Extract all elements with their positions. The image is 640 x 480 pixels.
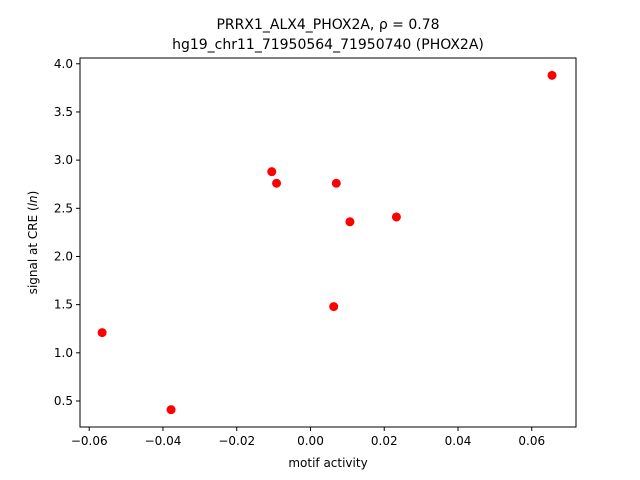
data-point — [329, 302, 339, 312]
x-axis-label: motif activity — [288, 456, 367, 470]
data-point — [166, 405, 176, 415]
y-axis-label: signal at CRE (ln) — [26, 191, 40, 295]
y-axis-label-prefix: signal at CRE ( — [26, 206, 40, 294]
data-point — [345, 217, 355, 227]
y-tick-label: 2.0 — [54, 249, 73, 263]
data-point — [267, 167, 277, 177]
data-point — [391, 212, 401, 222]
y-tick-label: 1.5 — [54, 298, 73, 312]
x-tick-label: −0.06 — [71, 434, 108, 448]
y-axis-label-suffix: ) — [26, 191, 40, 196]
y-axis-ticks: 0.5 1.0 1.5 2.0 2.5 3.0 3.5 4.0 — [54, 57, 80, 408]
y-tick-label: 1.0 — [54, 346, 73, 360]
data-point — [331, 178, 341, 188]
x-axis-ticks: −0.06 −0.04 −0.02 0.00 0.02 0.04 0.06 — [71, 427, 545, 448]
y-axis-label-italic: ln — [26, 195, 40, 206]
data-points — [97, 70, 557, 415]
y-tick-label: 4.0 — [54, 57, 73, 71]
x-tick-label: 0.04 — [445, 434, 472, 448]
x-tick-label: 0.02 — [371, 434, 398, 448]
y-tick-label: 0.5 — [54, 394, 73, 408]
y-tick-label: 3.0 — [54, 153, 73, 167]
y-tick-label: 2.5 — [54, 201, 73, 215]
x-tick-label: 0.06 — [518, 434, 545, 448]
x-tick-label: −0.04 — [145, 434, 182, 448]
y-tick-label: 3.5 — [54, 105, 73, 119]
x-tick-label: −0.02 — [218, 434, 255, 448]
chart-title-line-1: PRRX1_ALX4_PHOX2A, ρ = 0.78 — [216, 17, 439, 33]
data-point — [272, 178, 282, 188]
plot-area-frame — [79, 57, 577, 428]
data-point — [97, 328, 107, 338]
x-tick-label: 0.00 — [297, 434, 324, 448]
chart-title-line-2: hg19_chr11_71950564_71950740 (PHOX2A) — [172, 37, 484, 53]
data-point — [547, 70, 557, 80]
